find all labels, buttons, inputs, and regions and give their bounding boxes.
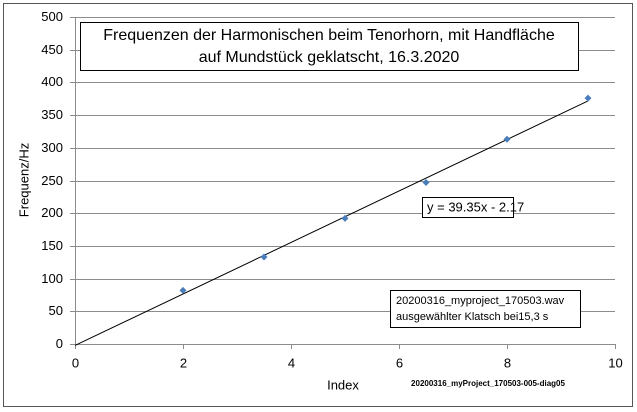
x-tick-label: 0: [72, 355, 79, 370]
chart-title: Frequenzen der Harmonischen beim Tenorho…: [103, 27, 555, 44]
point: [422, 178, 430, 186]
y-axis-title: Frequenz/Hz: [16, 143, 31, 217]
y-tick-label: 250: [41, 173, 63, 188]
trendline: [74, 100, 589, 346]
y-tick-label: 350: [41, 107, 63, 122]
trendline-equation: y = 39.35x - 2.17: [427, 199, 524, 214]
annotation-box: [390, 290, 581, 328]
point: [584, 94, 592, 102]
y-tick-label: 50: [49, 303, 63, 318]
chart-title: auf Mundstück geklatscht, 16.3.2020: [199, 49, 460, 66]
y-tick-label: 500: [41, 9, 63, 24]
footer: 20200316_myProject_170503-005-diag05: [411, 379, 565, 388]
y-tick-label: 100: [41, 271, 63, 286]
title-box: [80, 22, 579, 71]
x-tick-label: 2: [180, 355, 187, 370]
marks: [74, 94, 592, 346]
y-tick-label: 450: [41, 42, 63, 57]
y-tick-label: 400: [41, 74, 63, 89]
point: [503, 135, 511, 143]
x-tick-label: 6: [396, 355, 403, 370]
y-tick-label: 0: [56, 336, 63, 351]
x-tick-label: 4: [288, 355, 295, 370]
x-tick-label: 8: [504, 355, 511, 370]
y-tick-label: 200: [41, 205, 63, 220]
y-tick-label: 150: [41, 238, 63, 253]
y-tick-label: 300: [41, 140, 63, 155]
annotation: ausgewählter Klatsch bei15,3 s: [396, 311, 549, 323]
point: [179, 286, 187, 294]
equation-box: [422, 197, 514, 218]
point: [260, 253, 268, 261]
point: [341, 214, 349, 222]
annotation: 20200316_myproject_170503.wav: [396, 295, 565, 307]
x-tick-label: 10: [608, 355, 622, 370]
x-axis-title: Index: [327, 377, 359, 392]
